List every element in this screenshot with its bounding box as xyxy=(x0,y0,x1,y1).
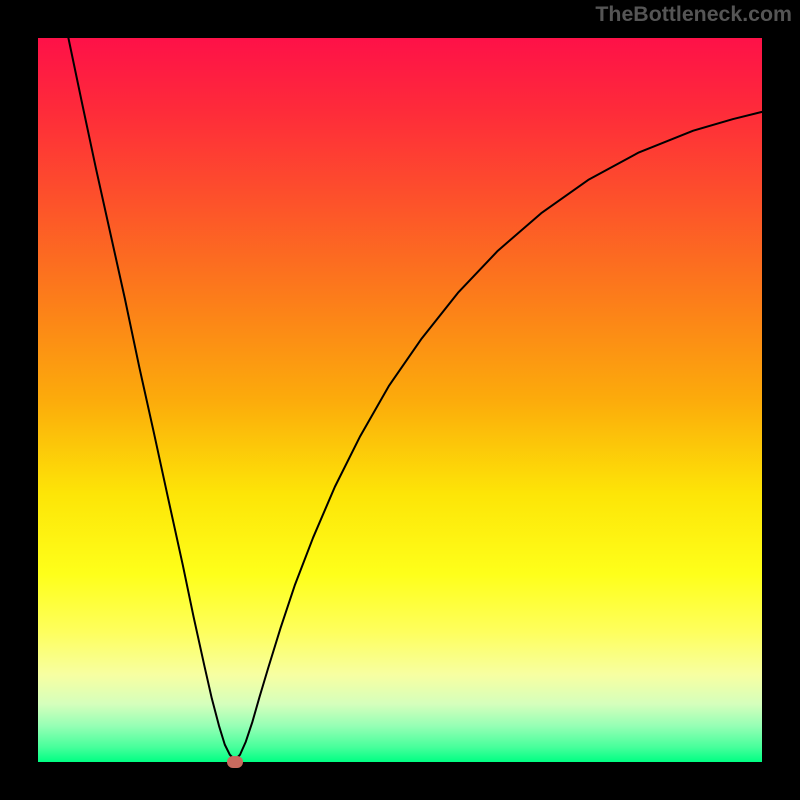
curve-path xyxy=(68,38,762,760)
minimum-marker xyxy=(227,756,243,768)
watermark-text: TheBottleneck.com xyxy=(595,2,792,27)
plot-area xyxy=(38,38,762,762)
bottleneck-curve xyxy=(38,38,762,762)
chart-frame: TheBottleneck.com xyxy=(0,0,800,800)
